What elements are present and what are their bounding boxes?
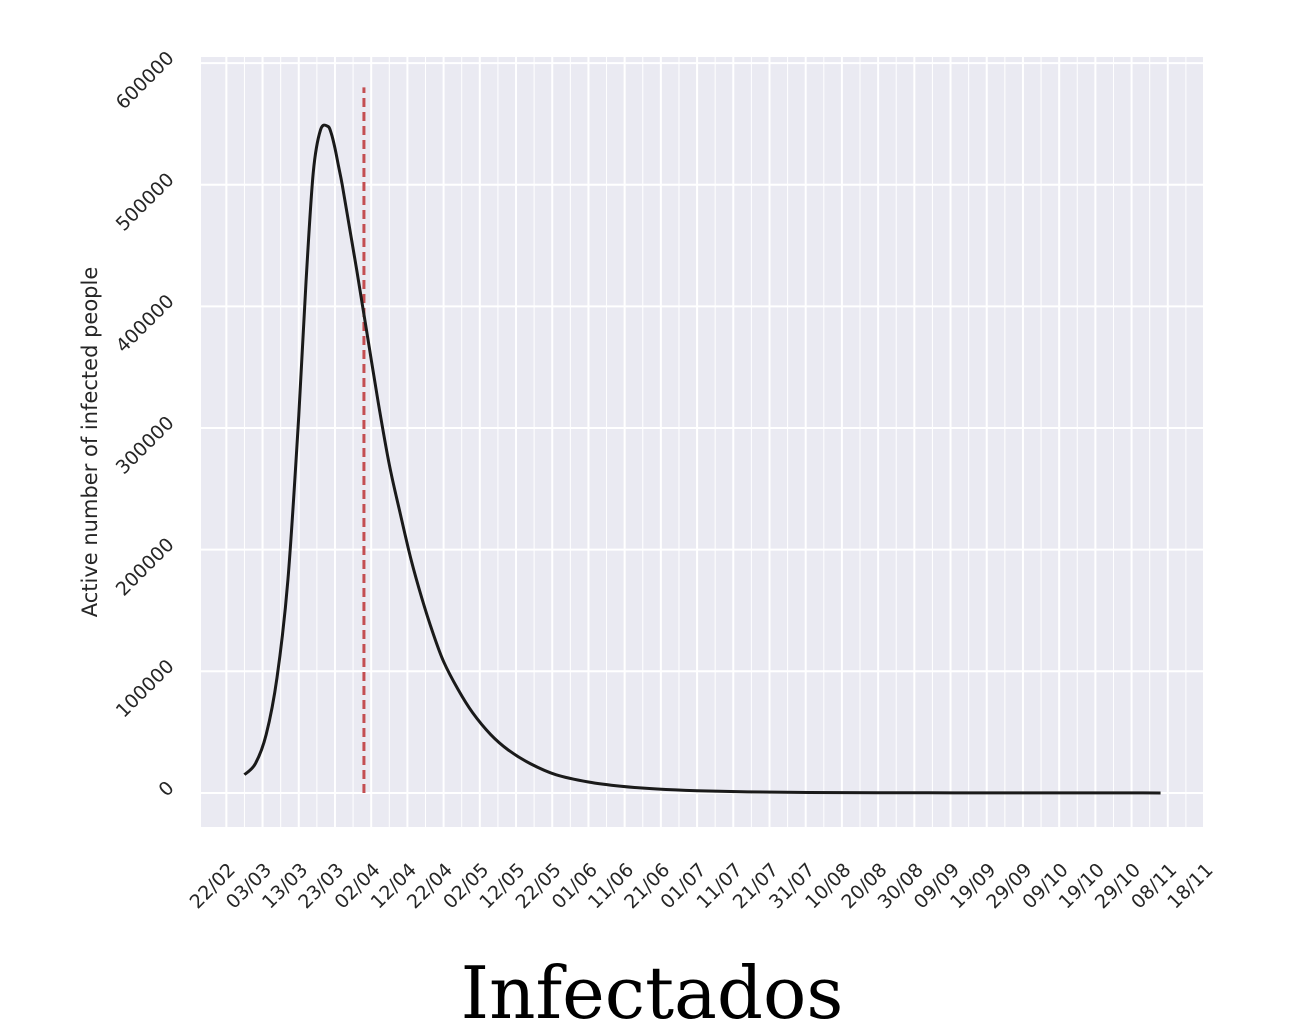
y-tick-label: 400000 <box>112 290 179 357</box>
plot-background <box>201 57 1204 827</box>
y-tick-label: 200000 <box>112 534 179 601</box>
y-tick-label: 300000 <box>112 412 179 479</box>
y-gridlines <box>201 62 1204 794</box>
y-tick-labels: 0 100000 200000 300000 400000 500000 600000 <box>112 47 179 801</box>
y-tick-label: 500000 <box>112 169 179 236</box>
y-tick-label: 0 <box>154 777 178 801</box>
chart-caption: Infectados <box>461 951 844 1028</box>
x-tick-labels: 22/0203/0313/0323/0302/0412/0422/0402/05… <box>186 859 1218 913</box>
y-axis-label: Active number of infected people <box>78 267 102 618</box>
y-tick-label: 100000 <box>112 655 179 722</box>
y-tick-label: 600000 <box>112 47 179 114</box>
series-line <box>243 123 1161 795</box>
